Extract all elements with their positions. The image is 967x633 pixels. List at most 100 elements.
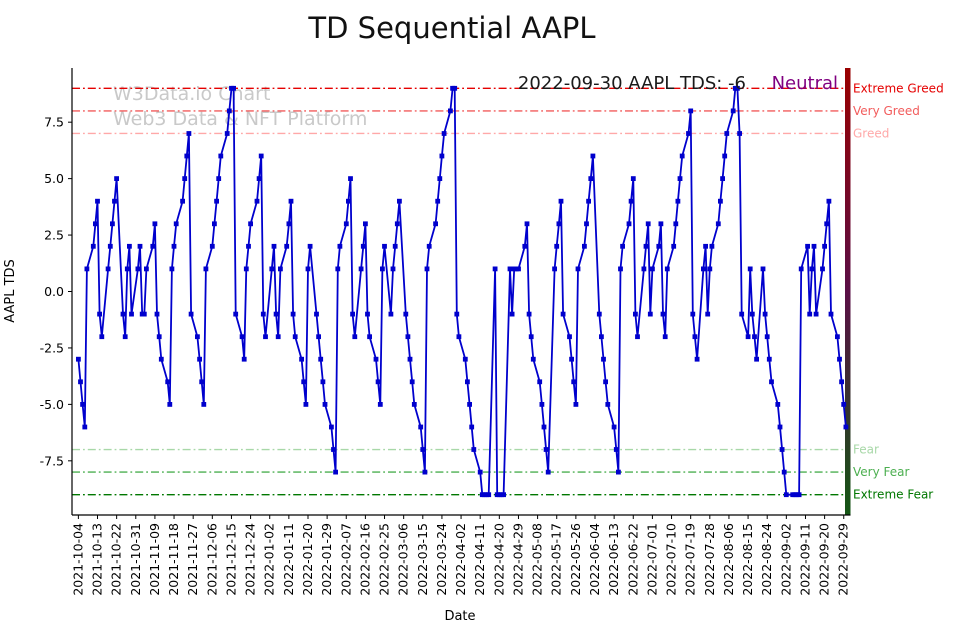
threshold-label-fear: Fear — [853, 443, 879, 457]
data-point — [241, 356, 247, 362]
data-point — [737, 131, 742, 136]
data-point — [350, 311, 355, 317]
x-tick-label: 2021-10-13 — [90, 523, 105, 596]
x-tick-label: 2022-05-26 — [568, 523, 583, 596]
data-point — [407, 356, 413, 362]
data-point — [122, 334, 128, 340]
data-point — [448, 108, 453, 114]
x-tick-label: 2022-04-29 — [510, 523, 525, 596]
data-point — [188, 311, 194, 317]
data-point — [78, 379, 83, 385]
data-point — [777, 424, 783, 430]
data-point — [807, 311, 813, 317]
data-point — [263, 334, 268, 340]
data-point — [522, 243, 528, 249]
data-point — [688, 108, 694, 114]
x-tick-label: 2022-05-17 — [549, 523, 564, 596]
data-point — [165, 379, 171, 385]
y-tick-label: 5.0 — [44, 171, 64, 186]
data-point — [169, 266, 175, 272]
data-point — [307, 243, 313, 249]
data-point — [382, 243, 387, 249]
data-point — [127, 243, 132, 249]
x-tick-label: 2022-01-11 — [281, 523, 296, 596]
data-point — [216, 176, 222, 181]
data-point — [437, 176, 443, 181]
data-point — [471, 447, 477, 452]
data-point — [388, 311, 394, 317]
data-point — [322, 402, 328, 407]
data-point — [805, 243, 810, 249]
data-point — [439, 153, 445, 159]
data-point — [299, 356, 304, 362]
data-point — [284, 243, 290, 249]
data-point — [705, 311, 711, 317]
data-point — [337, 243, 343, 249]
x-tick-label: 2021-11-27 — [185, 523, 200, 596]
plot-area: -7.5 -5.0 -2.5 0.0 2.5 5.0 7.5 2021-10-04 2021-1… — [40, 68, 944, 596]
data-point — [97, 311, 102, 317]
data-point — [620, 243, 625, 249]
data-point — [333, 469, 338, 475]
data-point — [360, 243, 366, 249]
x-tick-label: 2022-04-02 — [453, 523, 468, 596]
data-point — [573, 402, 579, 407]
data-point — [348, 176, 353, 181]
data-point — [226, 108, 232, 114]
data-point — [154, 311, 160, 317]
data-point — [441, 131, 447, 136]
x-tick-label: 2022-04-20 — [491, 523, 506, 596]
data-point — [841, 402, 847, 407]
x-tick-label: 2022-02-16 — [357, 523, 372, 596]
data-point — [709, 243, 715, 249]
x-tick-label: 2022-09-11 — [797, 523, 812, 596]
data-point — [105, 266, 111, 272]
data-point — [796, 492, 802, 498]
data-point — [246, 243, 251, 249]
x-tick-label: 2022-04-11 — [472, 523, 487, 596]
x-tick-label: 2022-07-01 — [644, 523, 659, 596]
data-point — [837, 356, 842, 362]
data-point — [343, 221, 349, 227]
data-point — [675, 198, 681, 204]
data-point — [775, 402, 781, 407]
data-point — [329, 424, 334, 430]
data-point — [633, 311, 638, 317]
data-point — [373, 356, 379, 362]
data-point — [811, 243, 817, 249]
y-tick-label: -7.5 — [40, 453, 64, 468]
x-tick-label: 2022-08-24 — [759, 523, 774, 596]
data-point — [318, 356, 324, 362]
threshold-label-very-greed: Very Greed — [853, 104, 920, 118]
data-point — [507, 266, 513, 272]
threshold-label-greed: Greed — [853, 126, 889, 140]
annotation-tds-value: 2022-09-30 AAPL TDS: -6 — [518, 73, 746, 94]
data-point — [462, 356, 468, 362]
data-point — [335, 266, 341, 272]
data-point — [201, 402, 207, 407]
data-point — [218, 153, 224, 159]
x-tick-label: 2021-12-06 — [204, 523, 219, 596]
data-point — [93, 221, 98, 227]
data-point — [571, 379, 577, 385]
data-point — [809, 266, 815, 272]
data-point — [363, 221, 368, 227]
data-point — [613, 447, 619, 452]
data-point — [749, 311, 755, 317]
data-point — [745, 334, 751, 340]
x-tick-label: 2022-08-15 — [740, 523, 755, 596]
watermark-line2: Web3 Data & NFT Platform — [113, 108, 367, 130]
data-point — [171, 243, 177, 249]
data-point — [766, 356, 772, 362]
y-tick-label: -2.5 — [40, 340, 64, 355]
data-point — [707, 266, 713, 272]
data-point — [694, 356, 700, 362]
data-point — [80, 402, 85, 407]
data-point — [403, 311, 409, 317]
data-point — [454, 311, 460, 317]
data-point — [195, 334, 200, 340]
data-point — [420, 447, 426, 452]
x-tick-label: 2022-02-07 — [338, 523, 353, 596]
tds-line — [77, 87, 847, 496]
data-point — [239, 334, 245, 340]
